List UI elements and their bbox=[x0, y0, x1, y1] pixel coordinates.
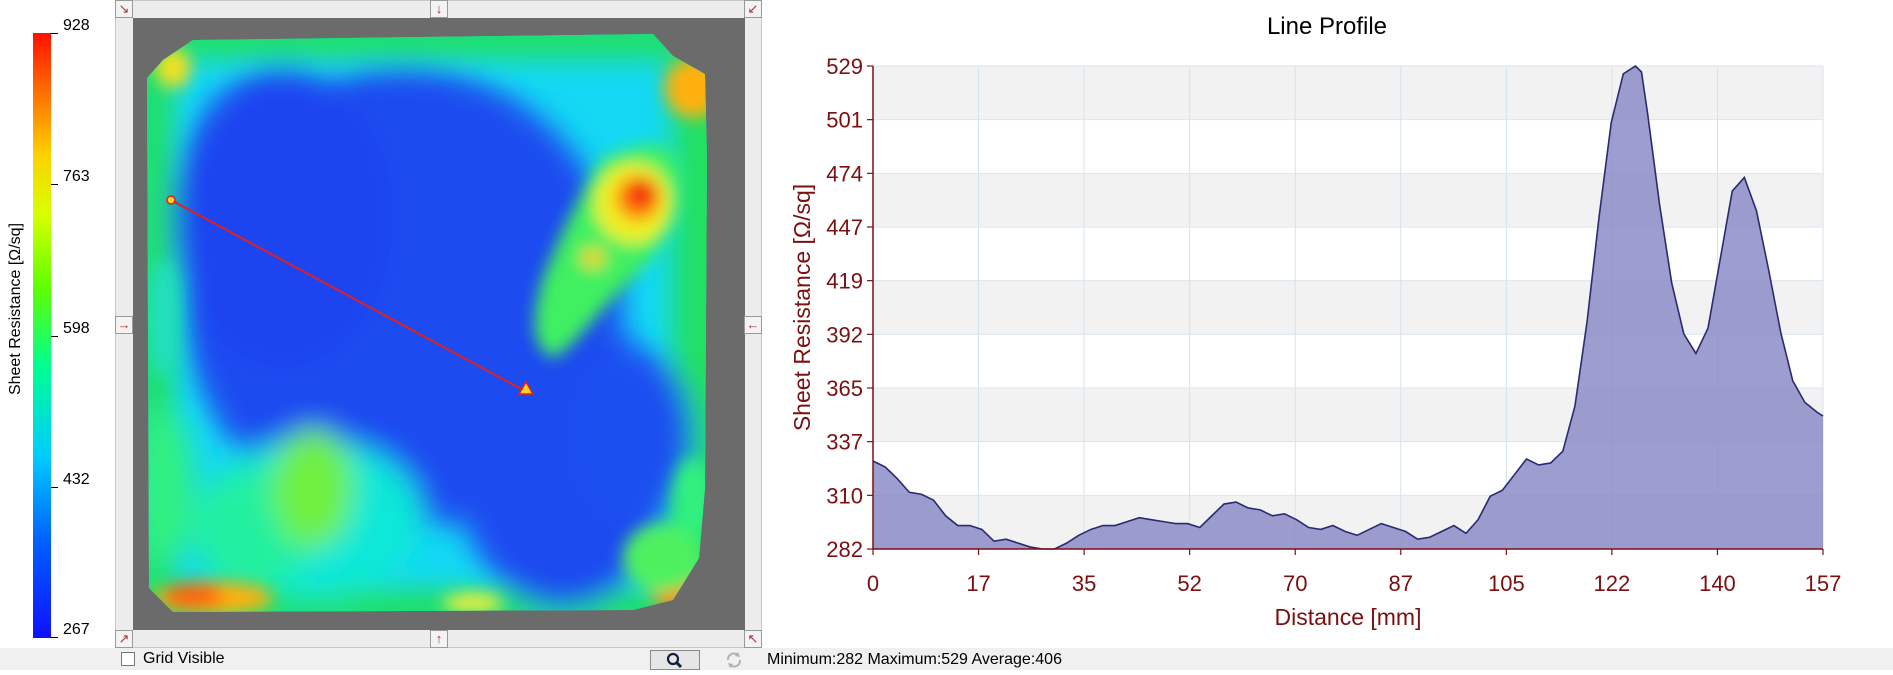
y-tick-label: 501 bbox=[826, 108, 863, 133]
grid-visible-checkbox[interactable] bbox=[121, 652, 135, 666]
plot-band bbox=[873, 119, 1823, 174]
y-tick-label: 419 bbox=[826, 269, 863, 294]
statistics-text: Minimum:282 Maximum:529 Average:406 bbox=[767, 651, 1062, 668]
y-tick-label: 392 bbox=[826, 322, 863, 347]
plot-band bbox=[873, 66, 1823, 120]
expand-bottom-button[interactable]: ↑ bbox=[430, 630, 448, 648]
chart-title: Line Profile bbox=[1267, 13, 1387, 40]
x-tick-label: 52 bbox=[1177, 571, 1201, 596]
sheet-resistance-map[interactable] bbox=[133, 18, 745, 630]
y-tick-label: 365 bbox=[826, 376, 863, 401]
colorbar-tick bbox=[51, 336, 58, 337]
expand-left-button[interactable]: → bbox=[115, 316, 133, 334]
colorbar-tick bbox=[51, 33, 58, 34]
colorbar-tick bbox=[51, 184, 58, 185]
expand-bottom-left-button[interactable]: ↗ bbox=[115, 630, 133, 648]
colorbar-tick-label: 598 bbox=[63, 320, 90, 337]
colorbar-min-label: 267 bbox=[63, 621, 90, 638]
expand-top-right-button[interactable]: ↙ bbox=[744, 0, 762, 18]
refresh-icon bbox=[727, 652, 741, 668]
y-axis-label: Sheet Resistance [Ω/sq] bbox=[789, 184, 815, 431]
status-bar bbox=[0, 648, 1893, 670]
x-tick-label: 17 bbox=[966, 571, 990, 596]
profile-line-series bbox=[872, 64, 1824, 550]
colorbar-gradient bbox=[33, 33, 51, 638]
profile-start-handle[interactable] bbox=[166, 195, 176, 205]
expand-bottom-right-button[interactable]: ↖ bbox=[744, 630, 762, 648]
profile-line[interactable] bbox=[170, 199, 526, 392]
expand-right-button[interactable]: ← bbox=[744, 316, 762, 334]
magnifier-icon bbox=[666, 652, 683, 669]
profile-area bbox=[873, 66, 1823, 549]
y-tick-label: 529 bbox=[826, 54, 863, 79]
plot-band bbox=[873, 227, 1823, 281]
colorbar-title: Sheet Resistance [Ω/sq] bbox=[7, 222, 24, 396]
expand-top-button[interactable]: ↓ bbox=[430, 0, 448, 18]
colorbar-max-label: 928 bbox=[63, 17, 90, 34]
y-tick-label: 474 bbox=[826, 161, 863, 186]
x-tick-label: 70 bbox=[1283, 571, 1307, 596]
colorbar-tick-label: 763 bbox=[63, 168, 90, 185]
y-tick-label: 310 bbox=[826, 483, 863, 508]
plot-band bbox=[873, 173, 1823, 227]
x-tick-label: 87 bbox=[1389, 571, 1413, 596]
grid-visible-label: Grid Visible bbox=[143, 650, 225, 667]
x-tick-label: 0 bbox=[867, 571, 879, 596]
zoom-button[interactable] bbox=[650, 650, 700, 670]
colorbar-tick-label: 432 bbox=[63, 471, 90, 488]
y-tick-label: 337 bbox=[826, 430, 863, 455]
x-tick-label: 140 bbox=[1699, 571, 1736, 596]
expand-top-left-button[interactable]: ↘ bbox=[115, 0, 133, 18]
profile-end-handle[interactable] bbox=[517, 380, 535, 395]
line-profile-chart: Line Profile 529 501 474 447 419 392 365 337 310… bbox=[789, 13, 1842, 630]
x-tick-label: 105 bbox=[1488, 571, 1525, 596]
colorbar-tick bbox=[51, 637, 58, 638]
x-tick-label: 35 bbox=[1072, 571, 1096, 596]
y-tick-label: 282 bbox=[826, 537, 863, 562]
x-tick-label: 122 bbox=[1594, 571, 1631, 596]
x-tick-label: 157 bbox=[1805, 571, 1842, 596]
x-axis-label: Distance [mm] bbox=[1275, 604, 1422, 630]
refresh-button[interactable] bbox=[716, 650, 752, 670]
y-tick-label: 447 bbox=[826, 215, 863, 240]
colorbar-tick bbox=[51, 487, 58, 488]
